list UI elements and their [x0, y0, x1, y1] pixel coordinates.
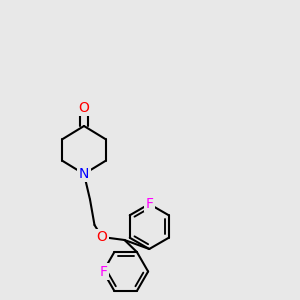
Text: F: F: [99, 265, 107, 278]
Text: O: O: [79, 101, 89, 115]
Text: O: O: [97, 230, 107, 244]
Text: F: F: [145, 197, 153, 211]
Text: N: N: [79, 167, 89, 181]
